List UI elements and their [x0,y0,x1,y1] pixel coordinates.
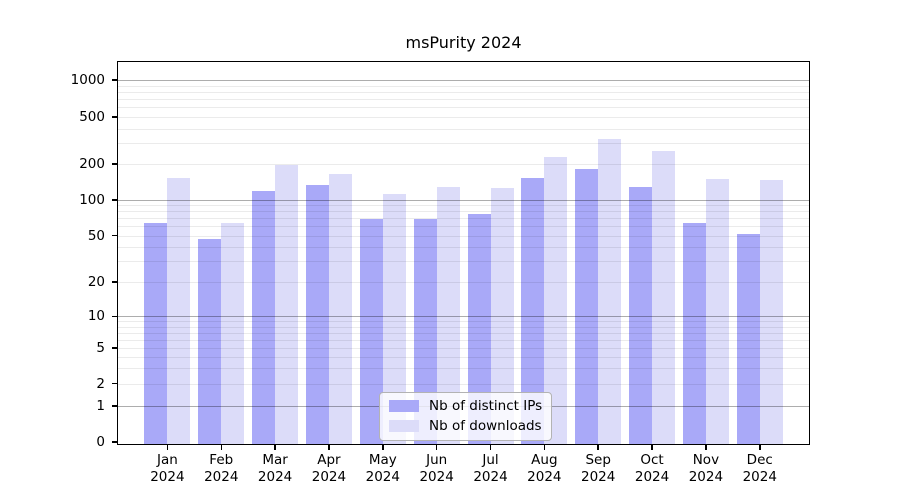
x-tick [705,444,707,450]
x-tick [759,444,761,450]
x-tick-label: Dec 2024 [742,452,777,485]
bar-distinct-ips [575,169,599,444]
y-tick [112,441,118,443]
gridline-minor [118,143,809,145]
bar-downloads [221,223,245,444]
y-tick-label: 20 [87,273,105,290]
x-tick-label: Sep 2024 [581,452,616,485]
gridline-minor [118,91,809,93]
x-tick [435,444,438,450]
bar-distinct-ips [198,238,222,444]
bar-distinct-ips [467,213,491,444]
y-tick [112,79,118,81]
gridline-minor [118,164,809,166]
legend-swatch [389,420,419,432]
chart-title: msPurity 2024 [405,33,522,52]
bar-downloads [436,187,460,444]
y-tick-label: 5 [96,340,105,357]
bar-downloads [275,165,299,444]
y-tick [112,347,118,349]
y-tick [112,281,118,283]
plot-area: 0 1 2 5 10 20 50 100 200 500 1000 Jan 2024 Feb 2024 M… [71,61,810,485]
gridline-minor [118,107,809,109]
legend-entry-distinct-ips: Nb of distinct IPs [389,397,542,415]
bar-distinct-ips [521,178,545,444]
y-tick-label: 2 [96,375,105,392]
bar-distinct-ips [305,185,329,444]
y-tick [112,405,118,407]
x-tick-label: Jan 2024 [150,452,185,485]
bar-distinct-ips [413,219,437,444]
x-tick-label: Mar 2024 [257,452,293,485]
legend-swatch [389,400,419,412]
gridline-minor [118,128,809,130]
x-tick [274,444,276,450]
y-tick-label: 100 [79,191,105,208]
bar-downloads [490,188,514,444]
y-tick-label: 200 [79,156,105,173]
bar-downloads [167,178,191,444]
y-tick [112,199,118,201]
y-tick [112,163,118,165]
x-tick [166,444,169,450]
x-tick-label: Nov 2024 [688,452,724,485]
legend-label: Nb of downloads [429,418,542,434]
x-tick-label: Aug 2024 [527,452,562,485]
x-tick-label: Apr 2024 [311,452,347,485]
y-tick [112,382,118,385]
bar-downloads [705,179,729,444]
y-tick-label: 50 [87,227,105,244]
bar-distinct-ips [144,223,168,444]
x-tick [328,444,330,450]
y-tick [112,116,118,118]
x-tick-label: Oct 2024 [634,452,670,485]
x-tick-label: May 2024 [365,452,400,485]
bar-distinct-ips [359,219,383,444]
y-tick-label: 10 [87,308,105,325]
gridline-minor [118,99,809,101]
y-tick-label: 0 [96,434,105,451]
x-tick [489,444,492,450]
bar-distinct-ips [629,187,653,444]
bar-downloads [382,194,406,444]
gridline-major [118,79,809,81]
x-tick [382,444,384,450]
y-tick-label: 1000 [70,71,105,88]
x-tick [220,444,222,450]
x-tick-label: Jun 2024 [419,452,454,485]
bar-downloads [759,180,783,444]
bar-downloads [328,174,352,444]
bar-distinct-ips [736,233,760,444]
y-tick-label: 1 [96,398,105,415]
y-tick [112,234,118,237]
x-tick [651,444,653,450]
legend-label: Nb of distinct IPs [429,398,543,414]
x-tick-label: Jul 2024 [473,452,508,485]
bar-downloads [544,156,568,444]
gridline-minor [118,117,809,119]
gridline-minor [118,85,809,87]
legend-entry-downloads: Nb of downloads [389,417,542,435]
y-tick-label: 500 [79,109,105,126]
x-tick-label: Feb 2024 [204,452,239,485]
x-tick [597,444,599,450]
bar-downloads [598,138,622,444]
bar-distinct-ips [252,190,276,444]
y-tick [112,315,118,318]
bar-distinct-ips [682,223,706,444]
legend: Nb of distinct IPs Nb of downloads [379,392,553,441]
x-tick [543,444,546,450]
bar-downloads [652,150,676,444]
